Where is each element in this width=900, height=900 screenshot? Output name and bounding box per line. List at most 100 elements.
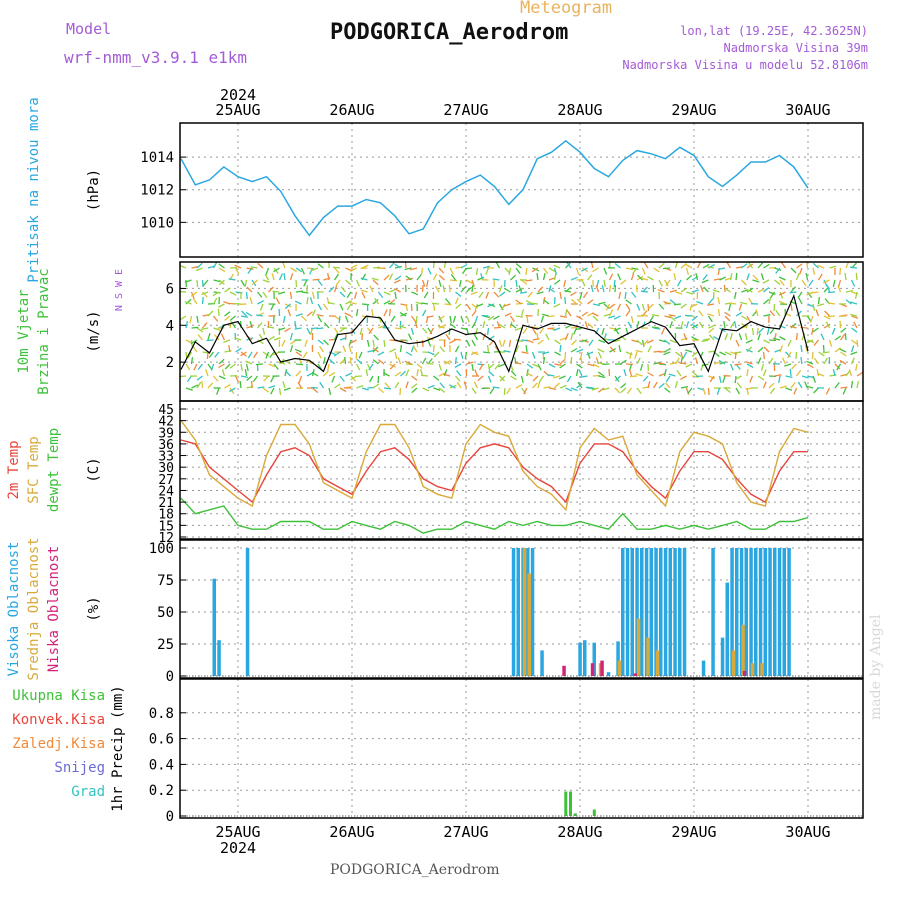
wind-arrow (563, 279, 567, 287)
wind-arrow (394, 327, 402, 330)
wind-arrow (839, 348, 847, 353)
wind-arrow (756, 327, 759, 336)
wind-arrow (283, 387, 291, 391)
wind-arrow (270, 303, 275, 311)
wind-arrow (605, 303, 611, 311)
wind-arrow (790, 267, 797, 274)
wind-arrow (734, 375, 742, 380)
wind-arrow (515, 299, 522, 305)
wind-arrow (422, 387, 430, 392)
wind-arrow (442, 284, 446, 293)
wind-arrow (531, 351, 536, 359)
wind-arrow (685, 263, 693, 269)
wind-arrow (394, 288, 401, 293)
model-elevation-text: Nadmorska Visina u modelu 52.8106m (622, 58, 868, 72)
clouds-bar (668, 548, 672, 676)
wind-arrow (829, 265, 837, 269)
wind-arrow (278, 361, 286, 365)
wind-arrow (460, 263, 468, 269)
wind-arrow (449, 315, 452, 324)
wind-arrow (614, 387, 621, 394)
wind-arrow (434, 285, 440, 293)
wind-arrow (812, 262, 819, 269)
wind-arrow (748, 297, 754, 305)
wind-arrow (350, 264, 358, 269)
temperature-ylabel: dewpt Temp (46, 428, 62, 512)
wind-arrow (295, 290, 303, 293)
wind-arrow (480, 273, 484, 281)
wind-arrow (537, 339, 544, 345)
wind-arrow (629, 375, 638, 378)
wind-arrow (702, 274, 708, 281)
wind-arrow (825, 321, 831, 329)
wind-arrow (339, 291, 346, 298)
wind-arrow (651, 313, 660, 317)
wind-arrow (268, 335, 275, 341)
wind-arrow (608, 285, 612, 293)
wind-arrow (763, 287, 770, 293)
wind-arrow (207, 310, 214, 317)
pressure-series-line (180, 139, 809, 237)
wind-arrow (674, 315, 682, 320)
wind-arrow (598, 301, 606, 305)
wind-arrow (685, 321, 690, 329)
wind-arrow (779, 385, 787, 389)
wind-arrow (636, 303, 641, 311)
clouds-bar (616, 641, 620, 676)
clouds-bar (583, 640, 587, 676)
wind-arrow (643, 339, 649, 346)
wind-arrow (311, 291, 315, 299)
wind-arrow (691, 351, 698, 357)
wind-arrow (854, 291, 858, 299)
wind-arrow (537, 286, 544, 293)
wind-arrow (787, 339, 792, 347)
clouds-bar (633, 673, 637, 676)
wind-arrow (449, 323, 456, 329)
wind-arrow (498, 323, 506, 329)
wind-arrow (647, 371, 654, 377)
wind-arrow (746, 346, 753, 353)
wind-arrow (202, 322, 208, 329)
wind-arrow (570, 387, 578, 392)
wind-arrow (240, 279, 246, 287)
wind-arrow (812, 267, 816, 275)
wind-arrow (763, 346, 770, 353)
wind-arrow (840, 351, 847, 357)
wind-arrow (514, 327, 522, 331)
wind-arrow (826, 285, 831, 293)
wind-arrow (800, 344, 803, 353)
wind-arrow (601, 285, 605, 293)
wind-arrow (224, 363, 231, 370)
watermark: made by Angel (868, 614, 884, 721)
wind-arrow (661, 327, 666, 335)
wind-arrow (411, 387, 418, 394)
wind-arrow (595, 285, 600, 293)
wind-arrow (769, 327, 776, 334)
wind-arrow (394, 381, 400, 389)
wind-ylabel: Brzina i Pravac (36, 268, 52, 394)
wind-arrow (488, 363, 495, 369)
wind-arrow (798, 267, 803, 275)
wind-arrow (218, 267, 226, 273)
wind-arrow (647, 276, 654, 281)
wind-arrow (433, 351, 440, 358)
wind-arrow (438, 372, 446, 377)
clouds-bar (678, 548, 682, 676)
wind-arrow (745, 348, 753, 353)
wind-arrow (278, 291, 286, 295)
wind-arrow (515, 288, 523, 293)
wind-arrow (201, 279, 204, 288)
wind-arrow (240, 315, 249, 318)
wind-arrow (545, 333, 550, 341)
wind-arrow (487, 303, 495, 308)
wind-arrow (474, 315, 479, 323)
wind-arrow (298, 357, 303, 365)
wind-arrow (271, 273, 275, 281)
pressure-ylabel: Pritisak na nivou mora (26, 97, 42, 282)
clouds-bar (630, 548, 634, 676)
clouds-bar (606, 672, 611, 676)
wind-arrow (685, 267, 690, 275)
wind-arrow (382, 372, 390, 377)
wind-arrow (807, 363, 814, 369)
wind-arrow (216, 387, 220, 395)
